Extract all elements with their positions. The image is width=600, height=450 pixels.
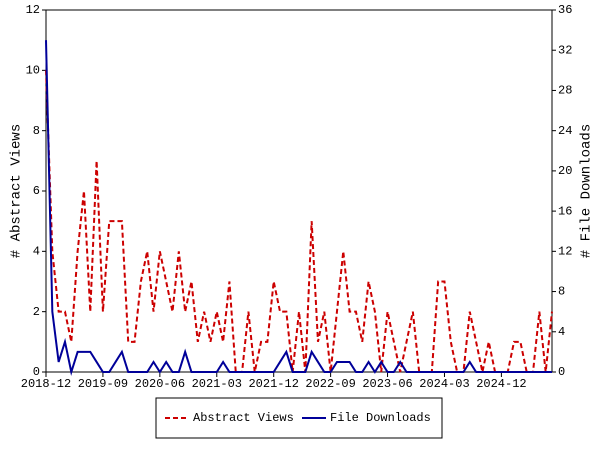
y2-tick-label: 20 [558,164,572,178]
y-tick-label: 2 [33,305,40,319]
x-tick-label: 2021-03 [192,377,242,391]
y2-axis-label: # File Downloads [579,124,595,258]
x-tick-label: 2019-09 [78,377,128,391]
y-tick-label: 0 [33,365,40,379]
x-tick-label: 2020-06 [135,377,185,391]
y-tick-label: 6 [33,184,40,198]
y-tick-label: 8 [33,124,40,138]
y-tick-label: 4 [33,245,40,259]
legend-label: Abstract Views [193,411,294,425]
y2-tick-label: 16 [558,204,572,218]
legend-label: File Downloads [330,411,431,425]
x-tick-label: 2024-12 [476,377,526,391]
y-axis-label: # Abstract Views [9,124,25,258]
y2-tick-label: 0 [558,365,565,379]
y2-tick-label: 4 [558,325,565,339]
y2-tick-label: 24 [558,124,572,138]
y2-tick-label: 8 [558,285,565,299]
x-tick-label: 2022-09 [305,377,355,391]
x-tick-label: 2024-03 [419,377,469,391]
legend-box [155,397,443,439]
y2-tick-label: 12 [558,245,572,259]
y-tick-label: 12 [26,3,40,17]
x-tick-label: 2021-12 [248,377,298,391]
x-tick-label: 2023-06 [362,377,412,391]
y2-tick-label: 32 [558,43,572,57]
x-tick-label: 2018-12 [21,377,71,391]
y2-tick-label: 28 [558,84,572,98]
data-line [45,40,552,376]
data-line [45,70,553,373]
y-tick-label: 10 [26,64,40,78]
y2-tick-label: 36 [558,3,572,17]
